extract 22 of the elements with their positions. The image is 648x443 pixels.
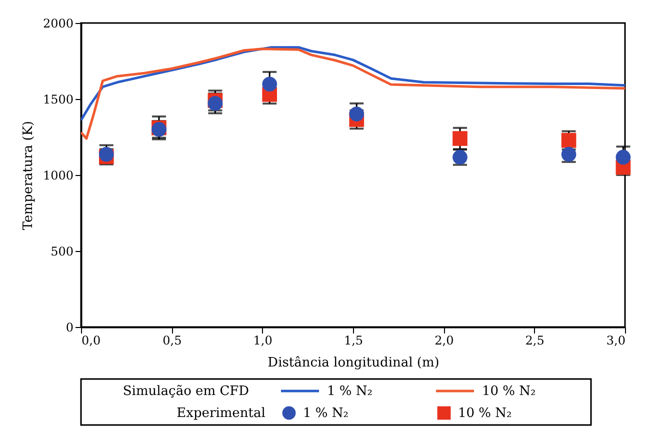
x-tick-label: 3,0 [606, 334, 626, 348]
legend-label: 10 % N₂ [458, 406, 512, 421]
x-tick-label: 2,0 [434, 334, 454, 348]
x-tick-label: 0,0 [82, 334, 101, 348]
text: Experimental [176, 406, 266, 421]
x-tick-label: 0,5 [162, 334, 182, 348]
legend-label: 10 % N₂ [482, 384, 536, 399]
x-tick-label: 1,0 [253, 334, 272, 348]
x-tick-label: 2,5 [525, 334, 544, 348]
line-series [81, 48, 625, 140]
text: Simulação em CFD [122, 384, 250, 399]
y-tick-label: 1000 [42, 168, 74, 182]
y-axis-title: Temperatura (K) [20, 120, 36, 230]
line-series [81, 46, 625, 122]
y-tick-label: 0 [66, 320, 74, 334]
y-tick-label: 500 [50, 244, 74, 258]
x-axis-title: Distância longitudinal (m) [268, 356, 440, 370]
x-tick-label: 1,5 [344, 334, 364, 348]
legend-label: 1 % N₂ [303, 406, 348, 421]
legend-label: 1 % N₂ [327, 384, 372, 399]
y-tick-label: 2000 [42, 16, 74, 30]
y-tick-label: 1500 [42, 92, 74, 106]
